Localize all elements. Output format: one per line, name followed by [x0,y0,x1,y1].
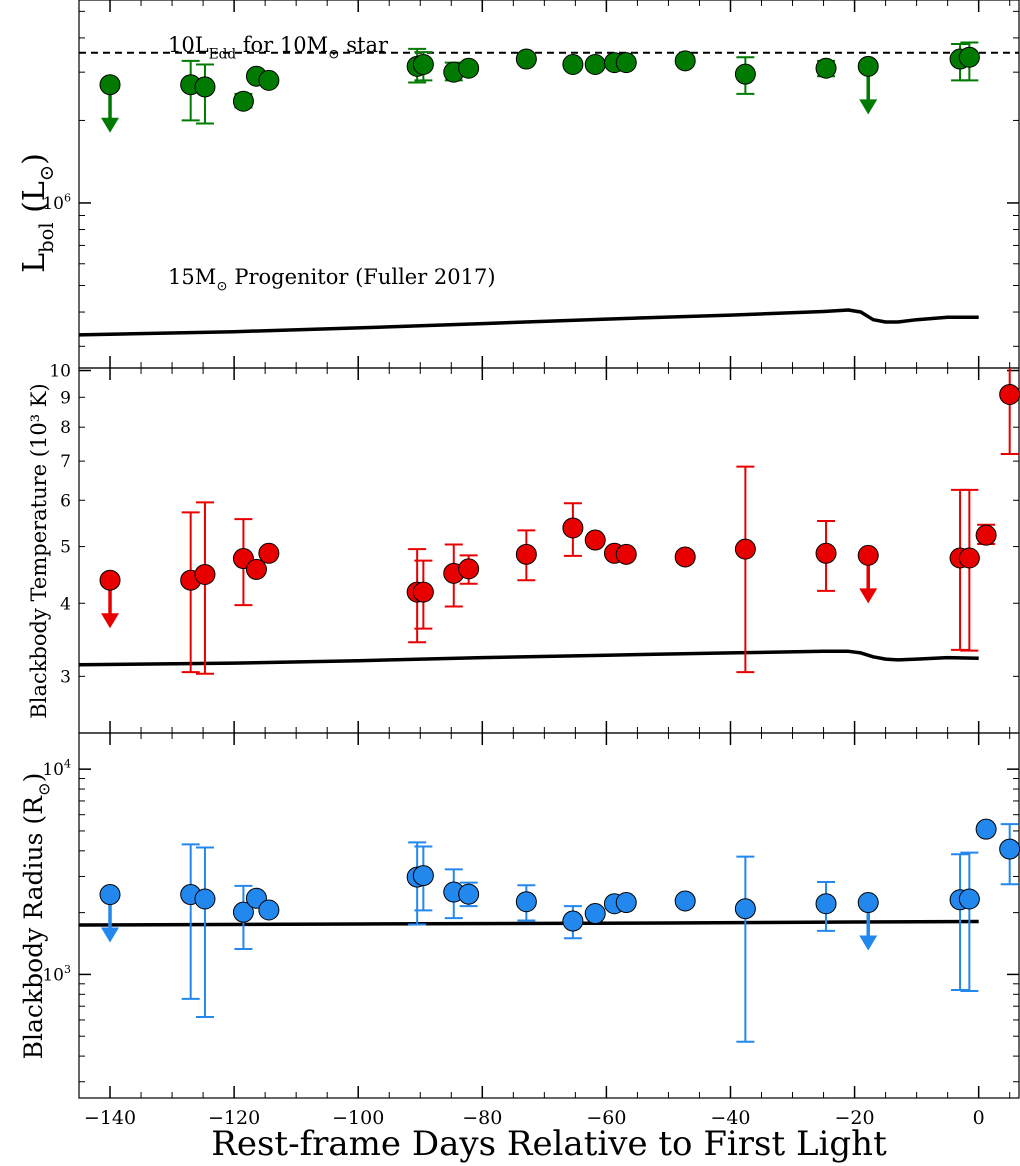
progenitor-model-label: 15M⊙ Progenitor (Fuller 2017) [168,265,496,294]
y-tick-label: 10 [49,362,71,382]
data-point [194,888,216,910]
luminosity-panel: 106 [42,10,1019,347]
y-tick-label: 6 [60,491,71,511]
upper-limit-arrowhead [859,935,878,951]
x-tick-label: −40 [710,1107,750,1129]
data-point [857,892,879,914]
data-point [584,529,606,551]
y-tick-label: 7 [60,452,71,472]
data-point [458,558,480,580]
data-point [99,74,121,96]
data-point [815,893,837,915]
data-point [734,538,756,560]
data-point [515,48,537,70]
data-point [562,53,584,75]
data-point [99,569,121,591]
upper-limit-arrowhead [859,99,878,115]
data-point [975,524,997,546]
data-point [562,910,584,932]
axis-ticks: −140 −120 −100 −80 −60 −40 −20 0 [84,0,1011,1129]
progenitor-model-curve [78,649,979,667]
x-tick-label: −80 [462,1107,502,1129]
upper-limit-arrowhead [101,613,120,629]
data-point [194,76,216,98]
x-axis-label: Rest-frame Days Relative to First Light [211,1124,887,1164]
data-point [615,52,637,74]
data-point [458,883,480,905]
upper-limit-arrowhead [101,927,120,943]
x-tick-label: 0 [973,1107,985,1129]
data-point [958,547,980,569]
eddington-limit-label: 10LEdd for 10M⊙ star [168,33,389,62]
data-point [412,865,434,887]
data-point [412,581,434,603]
data-point [258,542,280,564]
data-point [958,46,980,68]
x-tick-label: −100 [332,1107,384,1129]
data-point [412,53,434,75]
y-tick-label: 104 [42,757,71,780]
luminosity-axis-label: Lbol (L⊙) [17,153,58,273]
y-tick-label: 4 [60,594,71,614]
data-point [258,899,280,921]
data-point [99,884,121,906]
data-point [584,903,606,925]
data-point [857,544,879,566]
radius-panel-frame [78,732,1020,1099]
x-tick-label: −20 [835,1107,875,1129]
data-point [245,558,267,580]
data-point [734,898,756,920]
temperature-panel: 3 4 5 6 7 8 9 10 [49,362,1020,687]
y-tick-label: 3 [60,667,71,687]
x-tick-label: −120 [208,1107,260,1129]
data-point [515,891,537,913]
y-tick-label: 9 [60,388,71,408]
data-point [562,517,584,539]
temperature-panel-frame [78,367,1020,734]
temperature-axis-label: Blackbody Temperature (10³ K) [27,383,51,718]
data-point [857,55,879,77]
data-point [674,890,696,912]
x-tick-label: −140 [84,1107,136,1129]
radius-axis-label: Blackbody Radius (R⊙) [19,773,54,1060]
x-tick-label: −60 [586,1107,626,1129]
data-point [615,543,637,565]
progenitor-model-curve [78,308,979,337]
y-tick-label: 106 [42,191,71,214]
y-tick-label: 103 [42,963,71,986]
data-point [458,57,480,79]
data-point [815,57,837,79]
progenitor-model-curve [78,919,979,927]
upper-limit-arrowhead [859,588,878,604]
data-point [999,383,1020,405]
data-point [615,892,637,914]
data-point [999,838,1020,860]
radius-panel: 103 104 [42,757,1020,1083]
data-point [674,546,696,568]
data-point [232,901,254,923]
data-point [674,50,696,72]
data-point [815,542,837,564]
upper-limit-arrowhead [101,117,120,133]
data-point [258,69,280,91]
y-tick-label: 5 [60,538,71,558]
data-point [194,563,216,585]
data-point [975,818,997,840]
data-point [515,543,537,565]
data-point [232,90,254,112]
data-point [734,63,756,85]
data-point [584,53,606,75]
y-tick-label: 8 [60,418,71,438]
data-point [958,888,980,910]
